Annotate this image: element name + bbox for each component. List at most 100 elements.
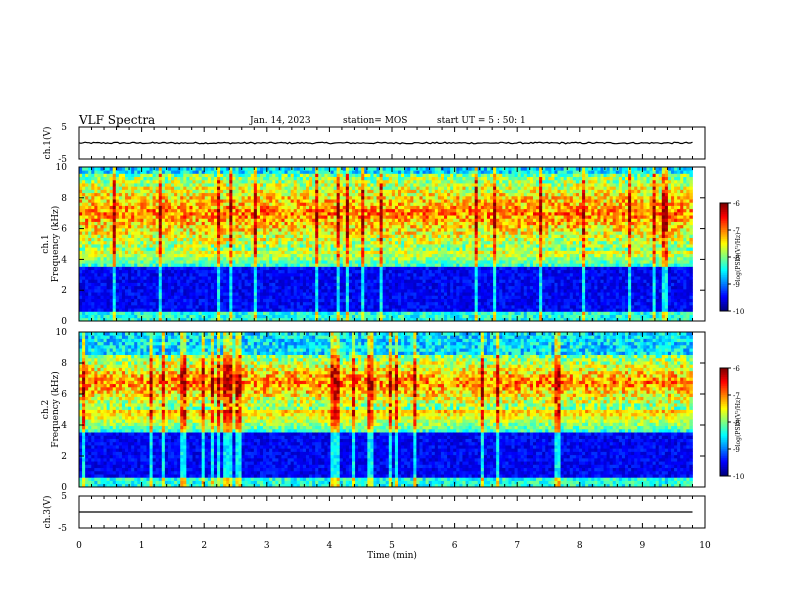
spectrogram-cell bbox=[134, 285, 138, 290]
spectrogram-cell bbox=[345, 250, 350, 255]
spectrogram-cell bbox=[241, 227, 246, 232]
spectrogram-cell bbox=[333, 292, 338, 296]
spectrogram-cell bbox=[287, 304, 292, 309]
spectrogram-cell bbox=[177, 269, 181, 274]
spectrogram-cell bbox=[112, 173, 117, 178]
spectrogram-cell bbox=[284, 244, 288, 248]
spectrogram-cell bbox=[238, 224, 242, 229]
spectrogram-cell bbox=[299, 183, 304, 187]
spectrogram-cell bbox=[370, 221, 374, 226]
spectrogram-cell bbox=[256, 247, 261, 251]
spectrogram-cell bbox=[327, 176, 331, 181]
spectrogram-cell bbox=[158, 170, 163, 174]
spectrogram-cell bbox=[112, 282, 117, 287]
spectrogram-cell bbox=[238, 314, 242, 319]
spectrogram-cell bbox=[299, 189, 304, 194]
spectrogram-cell bbox=[296, 317, 301, 322]
spectrogram-cell bbox=[247, 250, 252, 255]
spectrogram-cell bbox=[201, 272, 206, 277]
spectrogram-cell bbox=[94, 314, 98, 319]
spectrogram-cell bbox=[137, 272, 141, 277]
spectrogram-cell bbox=[204, 186, 209, 190]
spectrogram-cell bbox=[385, 253, 390, 258]
spectrogram-cell bbox=[134, 199, 138, 203]
spectrogram-cell bbox=[250, 285, 255, 290]
spectrogram-cell bbox=[330, 183, 334, 187]
spectrogram-cell bbox=[342, 173, 347, 178]
spectrogram-cell bbox=[180, 311, 184, 315]
spectrogram-cell bbox=[370, 170, 374, 174]
spectrogram-cell bbox=[330, 221, 334, 226]
spectrogram-cell bbox=[220, 247, 224, 251]
spectrogram-cell bbox=[167, 311, 172, 315]
spectrogram-cell bbox=[143, 189, 147, 194]
spectrogram-cell bbox=[318, 269, 322, 274]
spectrogram-cell bbox=[134, 202, 138, 206]
spectrogram-cell bbox=[198, 250, 203, 255]
spectrogram-cell bbox=[195, 304, 200, 309]
spectrogram-cell bbox=[146, 256, 150, 261]
spectrogram-cell bbox=[256, 276, 261, 280]
spectrogram-cell bbox=[118, 263, 123, 267]
spectrogram-cell bbox=[106, 282, 111, 287]
spectrogram-cell bbox=[164, 237, 169, 242]
spectrogram-cell bbox=[174, 260, 178, 264]
spectrogram-cell bbox=[189, 234, 193, 238]
spectrogram-cell bbox=[118, 295, 123, 299]
spectrogram-cell bbox=[370, 292, 374, 296]
spectrogram-cell bbox=[241, 269, 246, 274]
spectrogram-cell bbox=[284, 224, 288, 229]
spectrogram-cell bbox=[358, 282, 362, 287]
spectrogram-cell bbox=[244, 205, 249, 210]
spectrogram-cell bbox=[232, 231, 236, 235]
spectrogram-cell bbox=[158, 224, 163, 229]
spectrogram-cell bbox=[220, 311, 224, 315]
spectrogram-cell bbox=[253, 282, 258, 287]
spectrogram-cell bbox=[189, 285, 193, 290]
spectrogram-cell bbox=[109, 301, 114, 306]
spectrogram-cell bbox=[238, 256, 242, 261]
spectrogram-cell bbox=[140, 179, 144, 184]
spectrogram-cell bbox=[115, 179, 120, 184]
spectrogram-cell bbox=[161, 173, 166, 178]
spectrogram-cell bbox=[164, 244, 169, 248]
spectrogram-cell bbox=[195, 282, 200, 287]
spectrogram-cell bbox=[352, 227, 356, 232]
spectrogram-cell bbox=[186, 221, 190, 226]
spectrogram-cell bbox=[106, 272, 111, 277]
spectrogram-cell bbox=[106, 205, 111, 210]
spectrogram-cell bbox=[290, 202, 295, 206]
spectrogram-cell bbox=[339, 253, 344, 258]
spectrogram-cell bbox=[266, 176, 270, 181]
spectrogram-cell bbox=[143, 234, 147, 238]
spectrogram-cell bbox=[385, 170, 390, 174]
spectrogram-cell bbox=[186, 237, 190, 242]
spectrogram-cell bbox=[198, 308, 203, 312]
spectrogram-cell bbox=[367, 314, 371, 319]
spectrogram-cell bbox=[235, 218, 239, 222]
spectrogram-cell bbox=[131, 266, 135, 271]
spectrogram-cell bbox=[217, 247, 221, 251]
spectrogram-cell bbox=[82, 224, 86, 229]
spectrogram-cell bbox=[201, 205, 206, 210]
spectrogram-cell bbox=[339, 276, 344, 280]
spectrogram-cell bbox=[327, 256, 331, 261]
spectrogram-cell bbox=[103, 266, 108, 271]
spectrogram-cell bbox=[201, 250, 206, 255]
spectrogram-cell bbox=[266, 288, 270, 293]
spectrogram-cell bbox=[220, 292, 224, 296]
spectrogram-cell bbox=[149, 269, 154, 274]
spectrogram-cell bbox=[376, 179, 381, 184]
spectrogram-cell bbox=[125, 205, 129, 210]
spectrogram-cell bbox=[229, 237, 233, 242]
spectrogram-cell bbox=[134, 253, 138, 258]
spectrogram-cell bbox=[361, 237, 365, 242]
spectrogram-cell bbox=[256, 269, 261, 274]
spectrogram-cell bbox=[121, 285, 126, 290]
spectrogram-cell bbox=[161, 317, 166, 322]
spectrogram-cell bbox=[171, 308, 175, 312]
spectrogram-cell bbox=[348, 282, 353, 287]
spectrogram-cell bbox=[137, 295, 141, 299]
spectrogram-cell bbox=[207, 199, 212, 203]
spectrogram-cell bbox=[290, 208, 295, 213]
